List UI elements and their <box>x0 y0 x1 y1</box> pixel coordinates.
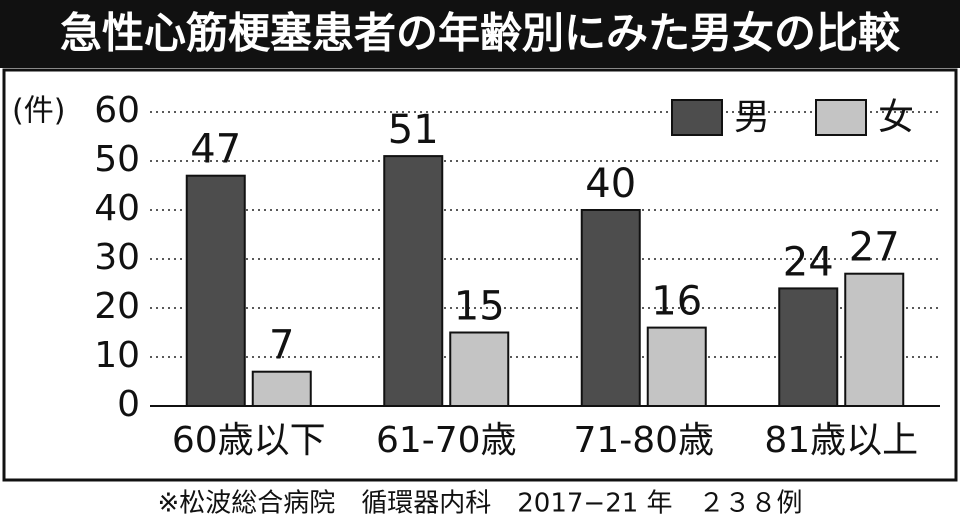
frame <box>2 68 958 482</box>
bar <box>778 287 839 407</box>
y-axis-label: (件) <box>12 94 65 129</box>
y-tick-label: 50 <box>94 139 140 180</box>
y-tick-label: 30 <box>94 237 140 278</box>
y-tick-label: 40 <box>94 188 140 229</box>
y-tick-label: 20 <box>94 286 140 327</box>
data-label: 7 <box>269 323 294 369</box>
legend-swatch <box>815 99 867 136</box>
data-label: 24 <box>783 239 834 285</box>
x-tick-label: 60歳以下 <box>172 420 326 461</box>
data-label: 16 <box>651 279 702 325</box>
data-label: 47 <box>190 127 241 173</box>
bar <box>844 272 905 408</box>
bar <box>449 331 510 407</box>
bar <box>251 370 312 408</box>
data-label: 51 <box>388 107 439 153</box>
data-label: 15 <box>454 284 505 330</box>
x-tick-label: 81歳以上 <box>764 420 918 461</box>
data-label: 27 <box>849 225 900 271</box>
y-tick-label: 0 <box>117 384 140 425</box>
bar <box>646 326 707 408</box>
y-tick-label: 10 <box>94 335 140 376</box>
legend-swatch <box>671 99 723 136</box>
y-tick-label: 60 <box>94 90 140 131</box>
chart-title: 急性心筋梗塞患者の年齢別にみた男女の比較 <box>60 9 901 58</box>
bar <box>580 209 641 407</box>
x-tick-label: 61-70歳 <box>376 420 517 461</box>
title-bar <box>0 0 960 68</box>
legend-label: 女 <box>878 97 914 138</box>
data-label: 40 <box>585 161 636 207</box>
bar <box>383 155 444 407</box>
x-tick-label: 71-80歳 <box>573 420 714 461</box>
bar <box>185 174 246 407</box>
source-note: ※松波総合病院 循環器内科 2017−21 年 ２３８例 <box>157 489 802 519</box>
legend-label: 男 <box>734 97 770 138</box>
